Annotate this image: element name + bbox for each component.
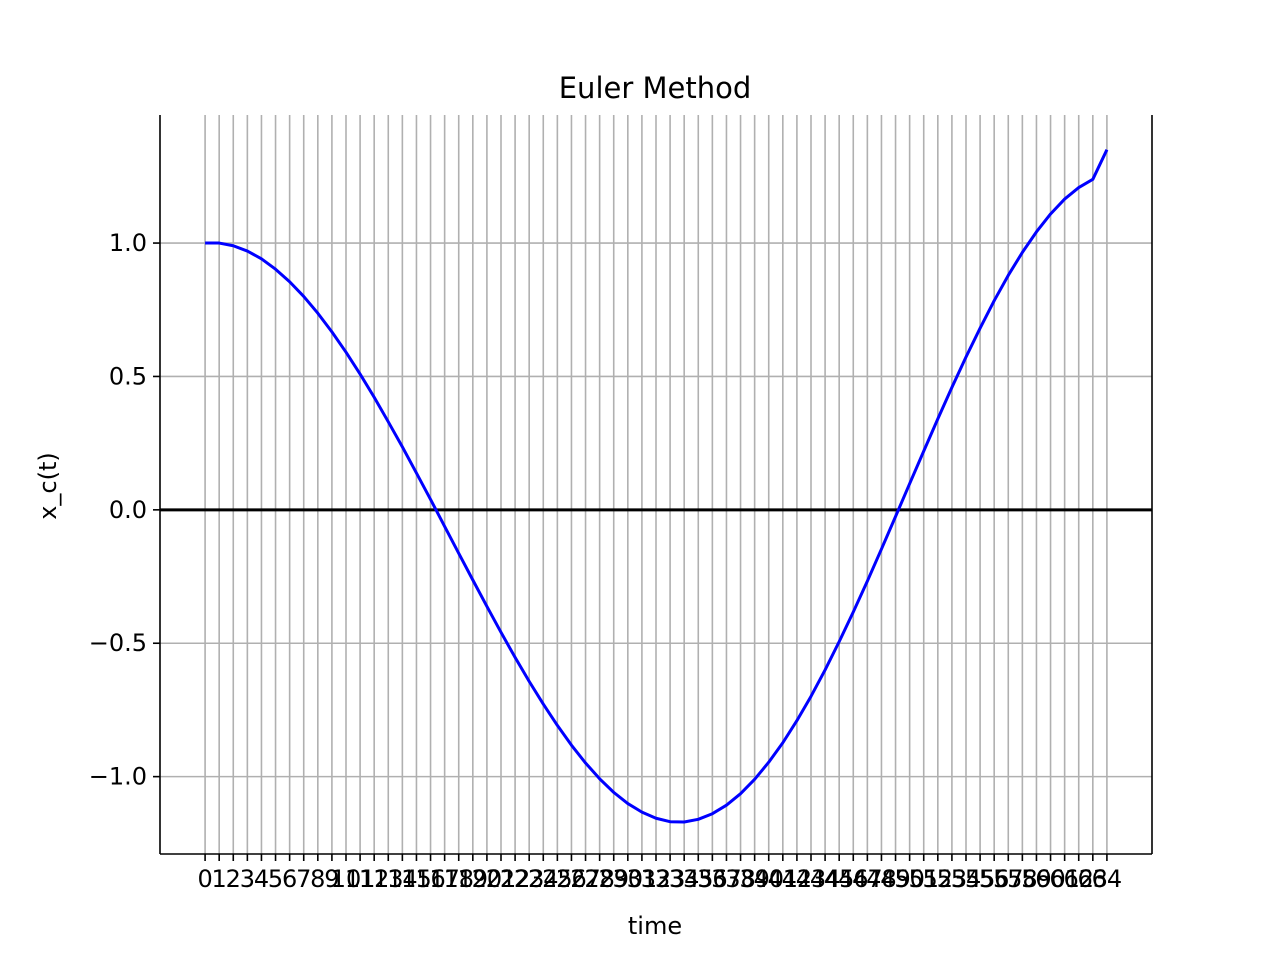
x-tick-label: 29: [598, 865, 629, 893]
x-tick-label: 37: [711, 865, 742, 893]
x-tick-label: 25: [542, 865, 573, 893]
x-tick-label: 10: [331, 865, 362, 893]
x-tick-label: 15: [401, 865, 432, 893]
x-tick-label: 4: [254, 865, 269, 893]
x-tick-label: 28: [584, 865, 615, 893]
x-tick-label: 23: [514, 865, 545, 893]
x-tick-label: 48: [866, 865, 897, 893]
x-tick-label: 46: [838, 865, 869, 893]
x-tick-label: 32: [641, 865, 672, 893]
grid-layer: [160, 115, 1152, 854]
x-tick-label: 21: [486, 865, 517, 893]
x-tick-label: 19: [458, 865, 489, 893]
x-tick-label: 2: [226, 865, 241, 893]
x-tick-label: 27: [570, 865, 601, 893]
x-tick-label: 17: [429, 865, 460, 893]
y-tick-label: 1.0: [109, 229, 147, 257]
x-tick-label: 13: [373, 865, 404, 893]
x-tick-label: 63: [1078, 865, 1109, 893]
x-tick-label: 62: [1063, 865, 1094, 893]
x-tick-label: 1: [212, 865, 227, 893]
x-tick-label: 7: [296, 865, 311, 893]
x-tick-label: 14: [387, 865, 418, 893]
series-layer: [205, 149, 1109, 824]
x-tick-label: 33: [655, 865, 686, 893]
x-tick-label: 41: [768, 865, 799, 893]
x-tick-label: 18: [443, 865, 474, 893]
x-tick-label: 45: [824, 865, 855, 893]
x-tick-label: 64: [1092, 865, 1123, 893]
x-tick-label: 39: [739, 865, 770, 893]
y-axis-label: x_c(t): [34, 452, 62, 520]
y-tick-label: 0.5: [109, 362, 147, 390]
x-tick-label: 59: [1021, 865, 1052, 893]
x-tick-label: 57: [993, 865, 1024, 893]
x-tick-label: 20: [472, 865, 503, 893]
x-tick-label: 11: [345, 865, 376, 893]
x-tick-label: 30: [613, 865, 644, 893]
x-tick-label: 9: [324, 865, 339, 893]
x-tick-label: 42: [782, 865, 813, 893]
x-axis-ticks: 0123456789101112131415161718192021222324…: [197, 854, 1122, 893]
x-tick-label: 3: [240, 865, 255, 893]
x-tick-label: 49: [880, 865, 911, 893]
chart-title: Euler Method: [559, 71, 752, 105]
y-tick-label: 0.0: [109, 496, 147, 524]
x-tick-label: 40: [753, 865, 784, 893]
x-axis-label: time: [628, 912, 682, 940]
y-tick-label: −1.0: [89, 763, 147, 791]
x-tick-label: 58: [1007, 865, 1038, 893]
x-tick-label: 61: [1049, 865, 1080, 893]
series-line: [205, 149, 1109, 824]
x-tick-label: 24: [528, 865, 559, 893]
x-tick-label: 43: [796, 865, 827, 893]
x-tick-label: 31: [627, 865, 658, 893]
x-tick-label: 8: [310, 865, 325, 893]
x-tick-label: 5: [268, 865, 283, 893]
x-tick-label: 52: [923, 865, 954, 893]
x-tick-label: 6: [282, 865, 297, 893]
x-tick-label: 34: [669, 865, 700, 893]
x-tick-label: 60: [1035, 865, 1066, 893]
x-tick-label: 12: [359, 865, 390, 893]
x-tick-label: 51: [908, 865, 939, 893]
x-tick-label: 55: [965, 865, 996, 893]
x-tick-label: 22: [500, 865, 531, 893]
x-tick-label: 44: [810, 865, 841, 893]
y-tick-label: −0.5: [89, 629, 147, 657]
x-tick-label: 36: [697, 865, 728, 893]
x-tick-label: 53: [937, 865, 968, 893]
x-tick-label: 50: [894, 865, 925, 893]
x-tick-label: 56: [979, 865, 1010, 893]
x-tick-label: 54: [951, 865, 982, 893]
x-tick-label: 26: [556, 865, 587, 893]
x-tick-label: 35: [683, 865, 714, 893]
x-tick-label: 47: [852, 865, 883, 893]
x-tick-label: 38: [725, 865, 756, 893]
x-tick-label: 16: [415, 865, 446, 893]
x-tick-label: 0: [197, 865, 212, 893]
y-axis-ticks: −1.0 −0.5 0.0 0.5 1.0: [89, 229, 160, 791]
